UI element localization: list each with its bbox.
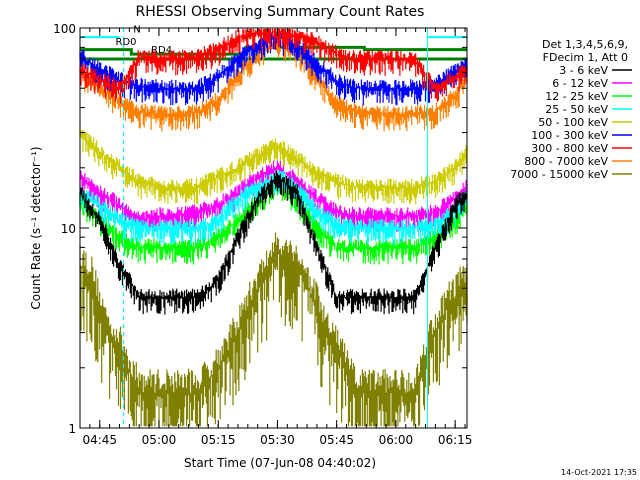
annotation-label: N [133,24,140,35]
x-tick-label: 06:00 [379,433,414,447]
x-tick-label: 05:00 [142,433,177,447]
x-tick-label: 05:15 [201,433,236,447]
legend-label: 800 - 7000 keV [524,155,608,168]
series-trace [79,30,468,106]
x-tick-label: 05:45 [319,433,354,447]
x-axis-label: Start Time (07-Jun-08 04:40:02) [184,456,376,470]
y-tick-label: 1 [68,422,76,436]
y-tick-label: 10 [61,222,76,236]
x-tick-label: 05:30 [260,433,295,447]
footer-date: 14-Oct-2021 17:35 [561,468,637,477]
x-tick-label: 04:45 [82,433,117,447]
y-axis-label: Count Rate (s⁻¹ detector⁻¹) [29,146,43,309]
legend-label: 12 - 25 keV [545,90,608,103]
legend-header: Det 1,3,4,5,6,9, [542,38,628,51]
annotation-label: RD4 [151,45,172,56]
legend-label: 50 - 100 keV [538,116,608,129]
legend-label: 7000 - 15000 keV [510,168,608,181]
legend-label: 6 - 12 keV [552,77,608,90]
x-tick-label: 06:15 [438,433,473,447]
axes-layer: 04:45 05:00 05:15 05:30 05:45 06:00 06:15 1 10 10… [53,22,472,447]
legend-label: 100 - 300 keV [531,129,608,142]
y-tick-label: 100 [53,22,76,36]
data-layer: N RD0 RD4 [79,24,468,428]
legend-label: 3 - 6 keV [559,64,608,77]
chart-title: RHESSI Observing Summary Count Rates [136,4,425,20]
legend-header: FDecim 1, Att 0 [543,51,628,64]
legend-label: 25 - 50 keV [545,103,608,116]
legend: Det 1,3,4,5,6,9,FDecim 1, Att 03 - 6 keV… [510,38,632,181]
annotation-label: RD0 [116,37,137,48]
legend-label: 300 - 800 keV [531,142,608,155]
